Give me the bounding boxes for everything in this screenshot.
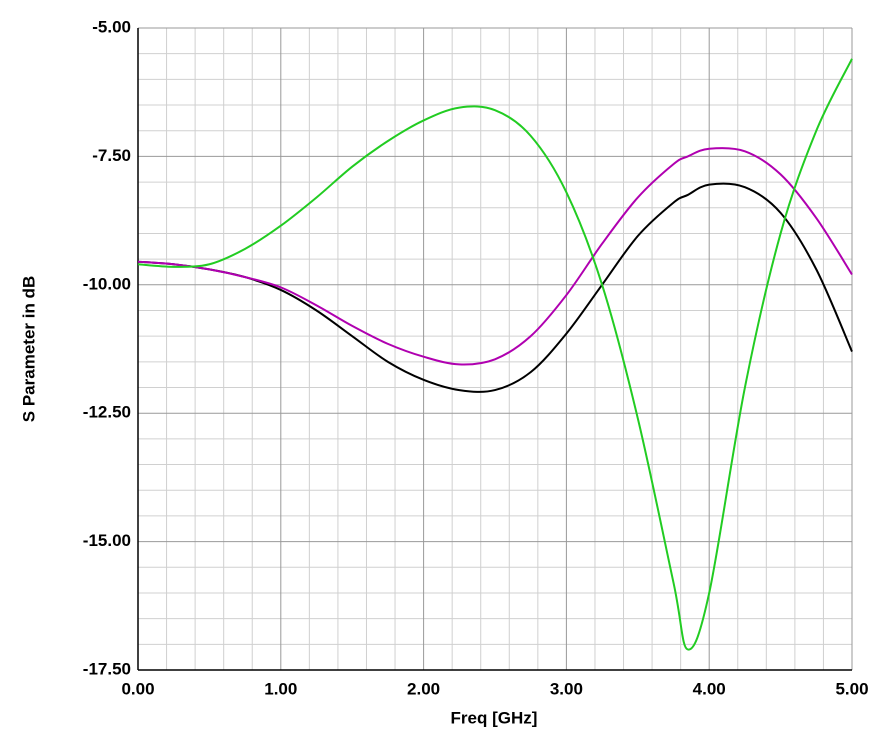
y-tick-label: -7.50: [92, 146, 131, 165]
y-axis-label: S Parameter in dB: [19, 276, 38, 422]
series-line: [137, 147, 853, 366]
x-axis-label: Freq [GHz]: [451, 708, 538, 727]
y-tick-label: -15.00: [83, 531, 131, 550]
x-tick-label: 2.00: [407, 679, 440, 698]
x-tick-label: 0.00: [121, 679, 154, 698]
y-tick-label: -12.50: [83, 403, 131, 422]
y-tick-label: -10.00: [83, 274, 131, 293]
plot-area: [138, 28, 852, 670]
series-line: [137, 58, 853, 651]
series-line: [137, 182, 853, 393]
x-tick-label: 1.00: [264, 679, 297, 698]
x-tick-label: 3.00: [550, 679, 583, 698]
y-tick-label: -5.00: [92, 17, 131, 36]
x-tick-label: 4.00: [693, 679, 726, 698]
x-tick-label: 5.00: [835, 679, 868, 698]
y-tick-label: -17.50: [83, 659, 131, 678]
